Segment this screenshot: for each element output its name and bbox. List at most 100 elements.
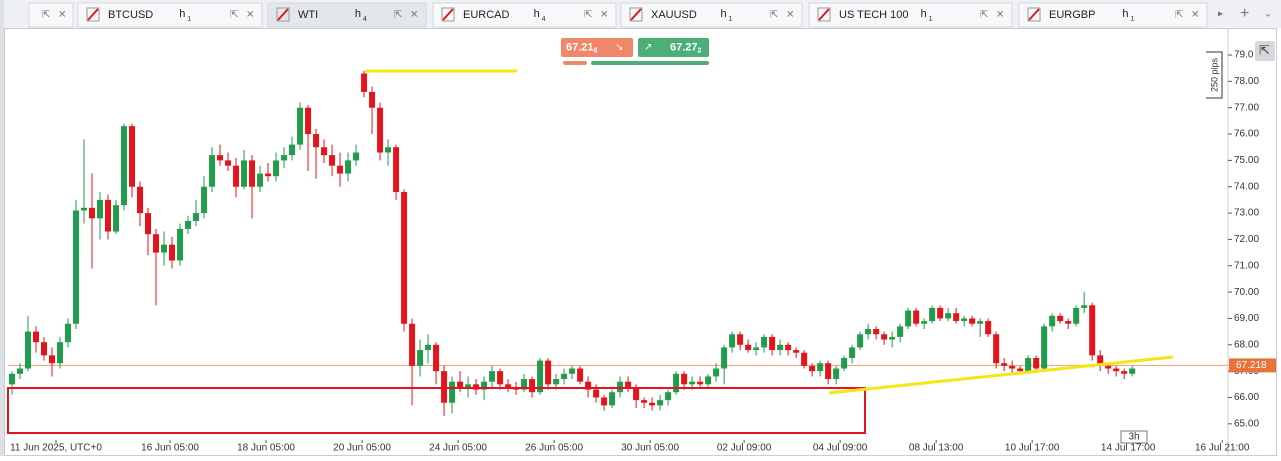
candle-body — [481, 381, 488, 390]
candle-body — [193, 213, 200, 221]
tab-timeframe[interactable]: h — [1122, 8, 1128, 20]
tab-close[interactable]: ✕ — [246, 10, 254, 21]
candle-body — [745, 344, 752, 351]
candle-body — [137, 186, 144, 214]
tab-symbol[interactable]: BTCUSD — [108, 9, 153, 21]
tab-period[interactable]: 1 — [1130, 16, 1134, 23]
candle-body — [257, 173, 264, 187]
tab-symbol[interactable]: EURGBP — [1049, 9, 1095, 21]
tab-popout[interactable]: ⇱ — [584, 10, 592, 21]
candle-body — [897, 326, 904, 337]
tab-close[interactable]: ✕ — [786, 10, 794, 21]
popout-icon[interactable]: ⇱ — [42, 10, 50, 21]
candle-body — [241, 160, 248, 187]
tab-icon — [818, 8, 830, 21]
candle-body — [841, 357, 848, 369]
tab[interactable] — [620, 2, 803, 28]
interval-label: 3h — [1128, 432, 1139, 443]
candle-body — [1033, 357, 1040, 369]
candle-body — [209, 155, 216, 187]
tab-timeframe[interactable]: h — [534, 8, 540, 20]
candle-body — [1065, 321, 1072, 324]
candle-body — [593, 389, 600, 398]
candle-body — [377, 107, 384, 153]
tab[interactable] — [77, 2, 263, 28]
buy-arrow: ↗ — [644, 42, 652, 53]
x-tick-label: 10 Jul 17:00 — [1005, 443, 1060, 454]
candle-body — [665, 392, 672, 401]
candle-body — [1129, 368, 1136, 374]
tab-popout[interactable]: ⇱ — [770, 10, 778, 21]
candle-body — [793, 350, 800, 353]
tab-period[interactable]: 1 — [729, 16, 733, 23]
candle-body — [729, 334, 736, 348]
candle-body — [1081, 305, 1088, 308]
candle-body — [161, 244, 168, 253]
candle-body — [881, 334, 888, 340]
candle-body — [81, 207, 88, 211]
tab-close[interactable]: ✕ — [410, 10, 418, 21]
expand-icon[interactable]: ⇱ — [1259, 42, 1270, 57]
tab-icon-frame — [629, 7, 643, 22]
tab-symbol[interactable]: XAUUSD — [651, 9, 697, 21]
candle-body — [1009, 365, 1016, 369]
tab[interactable] — [432, 2, 617, 28]
candle-body — [713, 368, 720, 377]
candle-body — [409, 323, 416, 366]
drawn-trend-line[interactable] — [828, 355, 1174, 395]
tab[interactable] — [1018, 2, 1208, 28]
tab-timeframe[interactable]: h — [721, 8, 727, 20]
sell-button[interactable] — [561, 38, 633, 57]
x-tick-label: 14 Jul 17:00 — [1101, 443, 1156, 454]
candle-body — [201, 186, 208, 214]
tab-close[interactable]: ✕ — [996, 10, 1004, 21]
tab-close[interactable]: ✕ — [1191, 10, 1199, 21]
candle-body — [17, 368, 24, 374]
scroll-right[interactable]: ▸ — [1218, 9, 1223, 20]
expand-button[interactable] — [1255, 41, 1275, 61]
tab-blank[interactable] — [28, 2, 74, 28]
candle-body — [497, 371, 504, 385]
tab-popout[interactable]: ⇱ — [980, 10, 988, 21]
candle-body — [57, 342, 64, 364]
candle-body — [465, 384, 472, 387]
tab[interactable] — [808, 2, 1013, 28]
candle-body — [697, 381, 704, 385]
tab-timeframe[interactable]: h — [355, 8, 361, 20]
y-tick-label: 76.00 — [1234, 129, 1259, 140]
tab[interactable] — [267, 2, 427, 28]
tab-close[interactable]: ✕ — [600, 10, 608, 21]
tab-symbol[interactable]: EURCAD — [463, 9, 510, 21]
y-tick-label: 69.00 — [1234, 313, 1259, 324]
tab-symbol[interactable]: US TECH 100 — [839, 9, 909, 21]
tab-popout[interactable]: ⇱ — [230, 10, 238, 21]
tab-menu[interactable]: ⌄ — [1264, 9, 1272, 20]
candle-body — [577, 368, 584, 382]
add-tab[interactable]: + — [1240, 5, 1249, 22]
tab-period[interactable]: 1 — [187, 16, 191, 23]
tab-period[interactable]: 4 — [363, 16, 367, 23]
tab-timeframe[interactable]: h — [179, 8, 185, 20]
candle-body — [89, 207, 96, 219]
candle-body — [49, 355, 56, 364]
candle-body — [441, 371, 448, 403]
sell-arrow: ↘ — [615, 42, 623, 53]
drawn-rectangle[interactable] — [7, 387, 866, 434]
tab-period[interactable]: 4 — [542, 16, 546, 23]
tab-popout[interactable]: ⇱ — [1175, 10, 1183, 21]
tab-period[interactable]: 1 — [929, 16, 933, 23]
candle-body — [985, 321, 992, 335]
candle-body — [929, 307, 936, 322]
tab-timeframe[interactable]: h — [921, 8, 927, 20]
candle-body — [1097, 355, 1104, 366]
candle-body — [1049, 315, 1056, 327]
candle-body — [1089, 305, 1096, 356]
candle-body — [849, 347, 856, 358]
tab-symbol[interactable]: WTI — [298, 9, 318, 21]
tab-popout[interactable]: ⇱ — [394, 10, 402, 21]
close-icon[interactable]: ✕ — [58, 10, 66, 21]
candle-body — [545, 360, 552, 385]
tab-icon — [630, 8, 642, 21]
buy-button[interactable] — [638, 38, 709, 57]
y-tick-label: 78.00 — [1234, 76, 1259, 87]
